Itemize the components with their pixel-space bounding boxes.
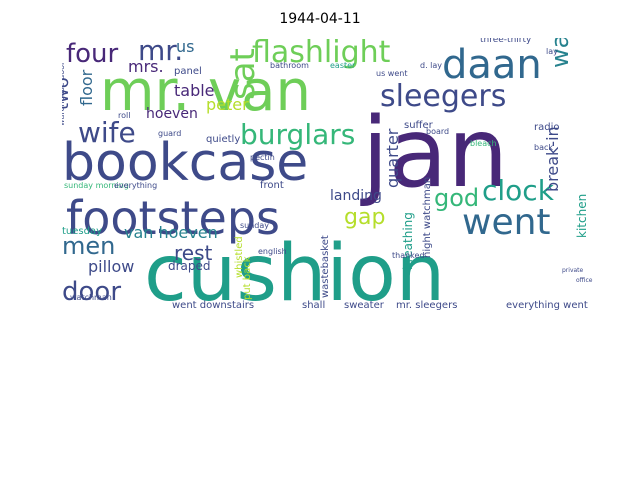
cloud-word: three-thirty [480,38,532,45]
cloud-word: shall [302,300,325,310]
cloud-word: night watchman [422,177,433,258]
word-cloud-svg: jan cushion bookcase mr. van footsteps daan we… [62,38,593,310]
figure-title: 1944-04-11 [279,11,361,27]
cloud-word: clock [482,174,555,207]
cloud-word: breathing [401,212,415,270]
cloud-word: everything went [506,300,588,310]
cloud-word: rest [174,241,213,265]
cloud-word: easter [330,61,356,70]
cloud-word: quietly [206,134,240,145]
cloud-word: cushion [144,229,445,310]
cloud-word: watchman [70,293,112,302]
cloud-word: warehouse [546,38,574,68]
cloud-word: bookcase [62,133,308,193]
word-cloud: jan cushion bookcase mr. van footsteps daan we… [62,38,598,310]
cloud-word: d. lay [420,61,442,70]
cloud-word: guard [158,129,181,138]
cloud-word: door [62,277,121,307]
cloud-word: burglars [240,118,355,151]
cloud-word: office [576,277,593,284]
cloud-word: break-in [543,126,562,192]
cloud-word: mrs. [128,57,164,76]
cloud-word: front [260,180,284,191]
cloud-word: lay [546,47,558,56]
cloud-word: hoeven [146,106,198,122]
cloud-word: pillow [88,257,134,276]
cloud-word: wastebasket [320,235,331,298]
cloud-word: kitchen [575,194,589,238]
cloud-word: sunday [240,221,269,230]
cloud-word: tuesday [62,226,102,237]
cloud-word: board [426,127,449,136]
cloud-word: jan [360,97,508,209]
cloud-word: everything [114,181,157,190]
cloud-word: suffer [404,120,434,131]
cloud-word: english [258,247,287,256]
cloud-word: flashlight [252,38,391,70]
cloud-word: bathroom [270,61,309,70]
cloud-word: bleach [470,139,497,148]
cloud-word: men [62,232,115,260]
cloud-word: put back [242,256,253,300]
cloud-word: mr. [138,38,183,67]
cloud-word: floor [77,69,96,106]
cloud-word: went [462,202,551,243]
cloud-word: sweater [344,300,385,310]
cloud-word: daan [442,42,542,88]
cloud-word: radio [534,122,559,133]
cloud-word: us went [376,69,407,78]
cloud-word: roll [118,111,130,120]
cloud-word: back [534,143,553,152]
cloud-word: sunday morning [64,181,129,190]
cloud-word: mr. sleegers [396,300,457,310]
cloud-word: table [174,81,215,100]
cloud-word: thanked [392,251,425,260]
cloud-word: gap [344,205,385,230]
cloud-word: wife [78,116,136,149]
cloud-word: whistled [234,236,245,278]
cloud-word: pectin [250,153,275,162]
cloud-word: footsteps [66,191,280,245]
cloud-word: draped [168,259,211,273]
cloud-word: peter [206,95,249,114]
cloud-word: quarter [383,128,402,188]
cloud-word: van hoeven [124,223,218,242]
cloud-word: went downstairs [172,300,254,310]
cloud-word: god [434,184,479,212]
cloud-word: us [176,38,194,56]
cloud-word: mr. van [100,59,311,124]
cloud-word: landing [330,188,382,204]
cloud-word: panel [174,66,202,77]
cloud-word: two [62,77,73,110]
cloud-word: private [562,267,584,274]
cloud-word: sat [223,48,263,100]
cloud-word: four [66,39,119,69]
cloud-word: warehouse door [62,61,66,126]
cloud-word: sleegers [380,79,506,114]
